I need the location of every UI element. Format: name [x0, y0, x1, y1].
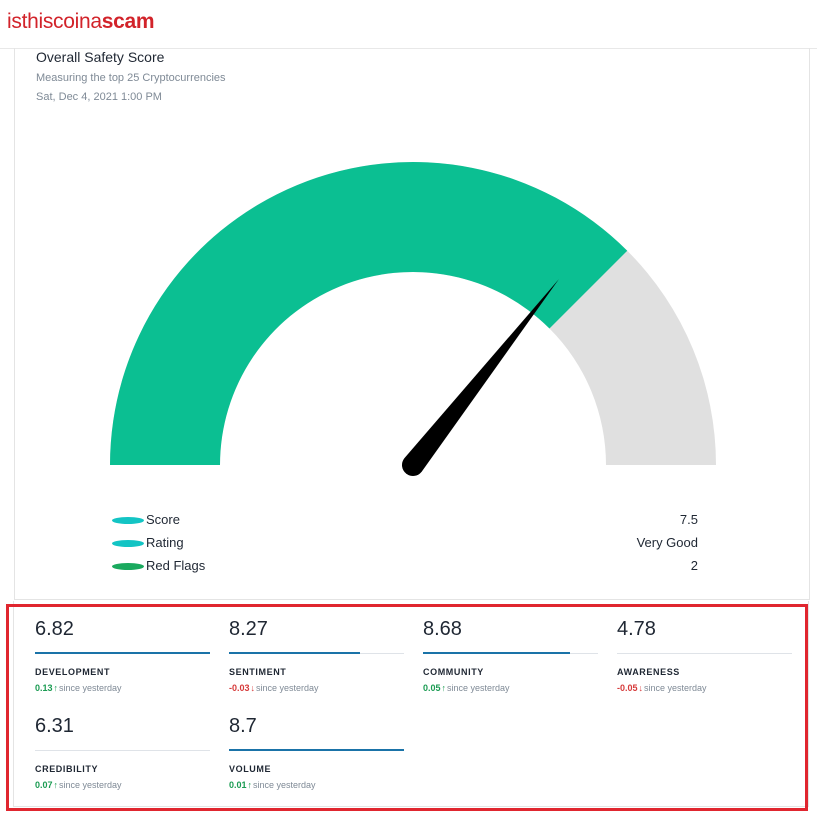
legend-swatch-rating	[112, 540, 144, 547]
legend-value: Very Good	[636, 535, 698, 550]
safety-score-card: Overall Safety Score Measuring the top 2…	[14, 48, 810, 600]
gauge-needle	[401, 279, 559, 477]
arrow-up-icon: ↑	[247, 780, 253, 790]
metric-community[interactable]: 8.68 COMMUNITY 0.05↑since yesterday	[423, 618, 598, 708]
legend-red-flags: Red Flags 2	[112, 557, 698, 577]
highlight-frame	[6, 604, 808, 811]
metric-value: 8.27	[229, 618, 268, 640]
site-header: isthiscoinascam	[0, 0, 817, 49]
metric-label: COMMUNITY	[423, 667, 484, 677]
card-title: Overall Safety Score	[36, 49, 165, 65]
metric-bar	[229, 749, 404, 751]
metric-sentiment[interactable]: 8.27 SENTIMENT -0.03↓since yesterday	[229, 618, 404, 708]
metric-change: 0.07↑since yesterday	[35, 780, 122, 790]
legend-label: Score	[146, 512, 180, 527]
metric-change: -0.03↓since yesterday	[229, 683, 319, 693]
legend-rating: Rating Very Good	[112, 534, 698, 554]
metric-label: VOLUME	[229, 764, 272, 774]
legend-label: Rating	[146, 535, 184, 550]
card-date: Sat, Dec 4, 2021 1:00 PM	[36, 91, 162, 103]
metric-track	[617, 653, 792, 654]
metric-value: 6.31	[35, 715, 74, 737]
metric-development[interactable]: 6.82 DEVELOPMENT 0.13↑since yesterday	[35, 618, 210, 708]
metric-label: AWARENESS	[617, 667, 680, 677]
legend-swatch-red-flags	[112, 563, 144, 570]
arrow-down-icon: ↓	[638, 683, 644, 693]
legend-swatch-score	[112, 517, 144, 524]
metric-awareness[interactable]: 4.78 AWARENESS -0.05↓since yesterday	[617, 618, 792, 708]
metric-bar	[229, 652, 361, 654]
legend-value: 2	[690, 558, 698, 573]
metric-label: SENTIMENT	[229, 667, 287, 677]
legend-value: 7.5	[679, 512, 698, 527]
card-subtitle: Measuring the top 25 Cryptocurrencies	[36, 72, 226, 84]
metric-value: 6.82	[35, 618, 74, 640]
metric-value: 8.68	[423, 618, 462, 640]
metric-bar	[35, 652, 210, 654]
legend-label: Red Flags	[146, 558, 206, 573]
metric-value: 4.78	[617, 618, 656, 640]
metric-change: 0.13↑since yesterday	[35, 683, 122, 693]
arrow-up-icon: ↑	[441, 683, 447, 693]
metrics-panel	[13, 601, 809, 807]
legend-score: Score 7.5	[112, 511, 698, 531]
metric-track	[35, 750, 210, 751]
metric-volume[interactable]: 8.7 VOLUME 0.01↑since yesterday	[229, 715, 404, 805]
arrow-down-icon: ↓	[250, 683, 256, 693]
metric-change: -0.05↓since yesterday	[617, 683, 707, 693]
metric-change: 0.01↑since yesterday	[229, 780, 316, 790]
metric-bar	[423, 652, 570, 654]
metric-value: 8.7	[229, 715, 257, 737]
gauge-fill	[110, 161, 628, 465]
metric-credibility[interactable]: 6.31 CREDIBILITY 0.07↑since yesterday	[35, 715, 210, 805]
metric-change: 0.05↑since yesterday	[423, 683, 510, 693]
arrow-up-icon: ↑	[53, 780, 59, 790]
metric-label: DEVELOPMENT	[35, 667, 111, 677]
safety-gauge	[110, 161, 716, 477]
arrow-up-icon: ↑	[53, 683, 59, 693]
site-logo[interactable]: isthiscoinascam	[7, 10, 155, 33]
metric-label: CREDIBILITY	[35, 764, 99, 774]
